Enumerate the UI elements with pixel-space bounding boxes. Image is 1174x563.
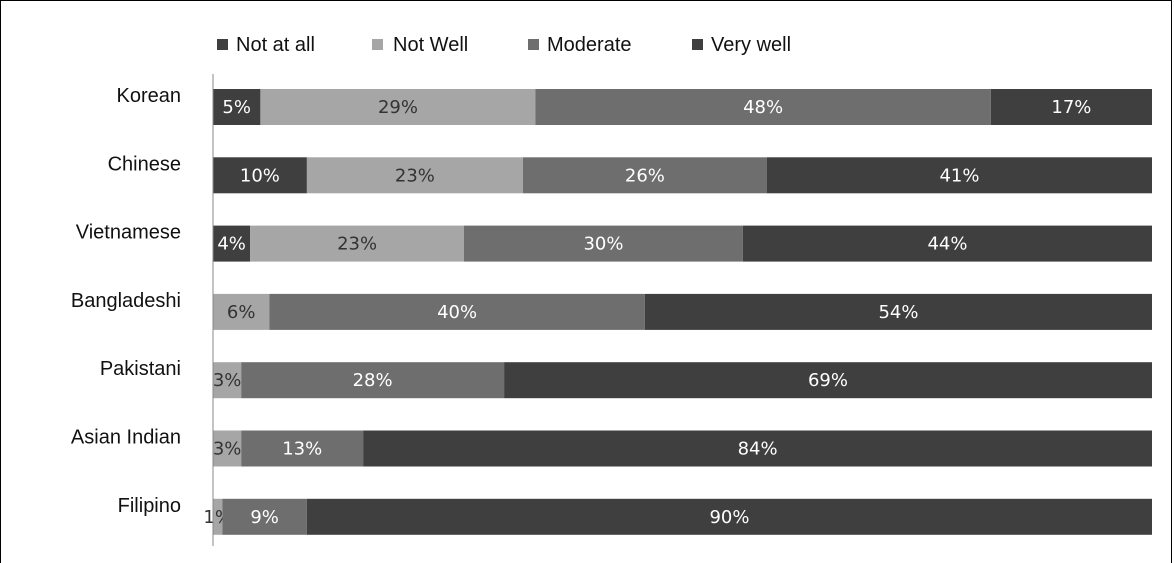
bar-segment xyxy=(535,89,991,125)
legend-swatch-4 xyxy=(692,39,703,50)
data-label: 28% xyxy=(353,370,393,391)
bar-segment xyxy=(213,157,307,194)
legend-swatch-2 xyxy=(372,39,383,50)
legend-swatch-3 xyxy=(528,39,539,50)
legend-label-3: Moderate xyxy=(547,34,632,56)
legend-label-2: Not Well xyxy=(393,34,468,56)
data-label: 23% xyxy=(337,234,377,255)
data-label: 54% xyxy=(878,302,918,323)
legend-label-4: Very well xyxy=(711,34,791,56)
bar-segment xyxy=(644,293,1152,330)
data-label: 3% xyxy=(213,370,242,391)
data-label: 17% xyxy=(1051,97,1091,118)
bar-segment xyxy=(260,89,536,125)
bar-segment xyxy=(990,89,1152,125)
data-label: 9% xyxy=(250,507,279,528)
bar-segment xyxy=(213,89,261,125)
bar-segment xyxy=(767,157,1152,194)
legend-label-1: Not at all xyxy=(236,34,315,56)
data-label: 40% xyxy=(437,302,477,323)
category-label: Korean xyxy=(117,85,182,107)
bar-segment xyxy=(522,157,767,194)
bar-segment xyxy=(222,498,307,535)
category-label: Pakistani xyxy=(100,358,181,380)
bar-segment xyxy=(306,157,523,194)
bar-segment xyxy=(213,362,242,399)
category-label: Vietnamese xyxy=(76,222,181,244)
data-label: 5% xyxy=(222,97,251,118)
data-label: 26% xyxy=(625,165,665,186)
category-label: Chinese xyxy=(108,153,181,175)
category-label: Asian Indian xyxy=(71,427,181,449)
bar-segment xyxy=(363,430,1152,467)
data-label: 41% xyxy=(939,165,979,186)
bar-segment xyxy=(269,293,645,330)
data-label: 84% xyxy=(738,439,778,460)
bar-segment xyxy=(213,498,223,535)
data-label: 3% xyxy=(213,439,242,460)
data-label: 29% xyxy=(378,97,418,118)
bar-segment xyxy=(306,498,1152,535)
data-label: 69% xyxy=(808,370,848,391)
data-label: 6% xyxy=(227,302,256,323)
bar-segment xyxy=(241,362,505,399)
category-label: Bangladeshi xyxy=(71,290,181,312)
bar-segment xyxy=(241,430,364,467)
data-label: 4% xyxy=(217,234,246,255)
data-label: 23% xyxy=(395,165,435,186)
data-label: 48% xyxy=(743,97,783,118)
data-label: 90% xyxy=(709,507,749,528)
bar-segment xyxy=(213,293,270,330)
bar-segment xyxy=(250,225,464,262)
data-label: 30% xyxy=(583,234,623,255)
legend-swatch-1 xyxy=(217,39,228,50)
data-label: 10% xyxy=(240,165,280,186)
bar-segment xyxy=(213,225,251,262)
data-label: 13% xyxy=(282,439,322,460)
bar-segment xyxy=(213,430,242,467)
bar-segment xyxy=(464,225,743,262)
category-label: Filipino xyxy=(118,495,181,517)
data-label: 44% xyxy=(927,234,967,255)
bar-segment xyxy=(504,362,1153,399)
bar-segment xyxy=(742,225,1152,262)
